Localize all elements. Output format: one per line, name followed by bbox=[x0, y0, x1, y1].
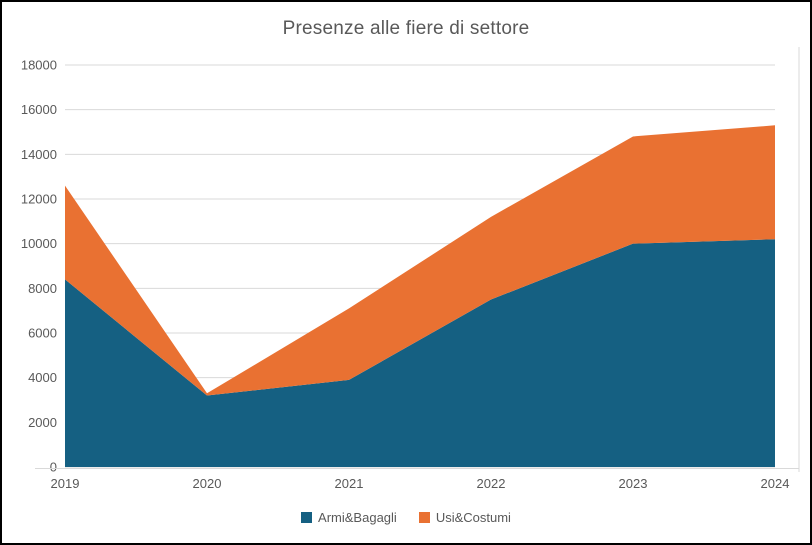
legend-label-armi-bagagli: Armi&Bagagli bbox=[318, 510, 397, 525]
y-axis-tick-label: 8000 bbox=[28, 281, 57, 296]
y-axis-tick-label: 16000 bbox=[21, 102, 57, 117]
legend-swatch-usi-costumi bbox=[418, 512, 430, 523]
y-axis-tick-label: 6000 bbox=[28, 326, 57, 341]
x-axis-tick-label: 2020 bbox=[193, 476, 222, 491]
chart-title: Presenze alle fiere di settore bbox=[282, 18, 530, 39]
x-axis-tick-label: 2019 bbox=[51, 476, 80, 491]
y-axis-tick-label: 2000 bbox=[28, 415, 57, 430]
area-series-armi-bagagli bbox=[65, 239, 775, 467]
legend-swatch-armi-bagagli bbox=[301, 512, 313, 523]
y-axis-tick-label: 4000 bbox=[28, 370, 57, 385]
y-axis-tick-label: 14000 bbox=[21, 147, 57, 162]
y-axis-tick-label: 0 bbox=[50, 460, 57, 475]
y-axis-tick-label: 18000 bbox=[21, 58, 57, 73]
legend-item-armi-bagagli: Armi&Bagagli bbox=[301, 510, 397, 525]
chart-legend: Armi&Bagagli Usi&Costumi bbox=[2, 510, 810, 525]
stacked-area-plot: 0 2000 4000 6000 8000 10000 12000 14000 16000 180… bbox=[21, 47, 800, 491]
x-axis-tick-label: 2023 bbox=[619, 476, 648, 491]
x-axis-tick-label: 2022 bbox=[477, 476, 506, 491]
y-axis-tick-label: 12000 bbox=[21, 192, 57, 207]
x-axis-tick-label: 2021 bbox=[335, 476, 364, 491]
legend-label-usi-costumi: Usi&Costumi bbox=[435, 510, 511, 525]
legend-item-usi-costumi: Usi&Costumi bbox=[418, 510, 511, 525]
x-axis-tick-label: 2024 bbox=[761, 476, 790, 491]
area-series-usi-costumi bbox=[65, 125, 775, 396]
y-axis-tick-label: 10000 bbox=[21, 236, 57, 251]
